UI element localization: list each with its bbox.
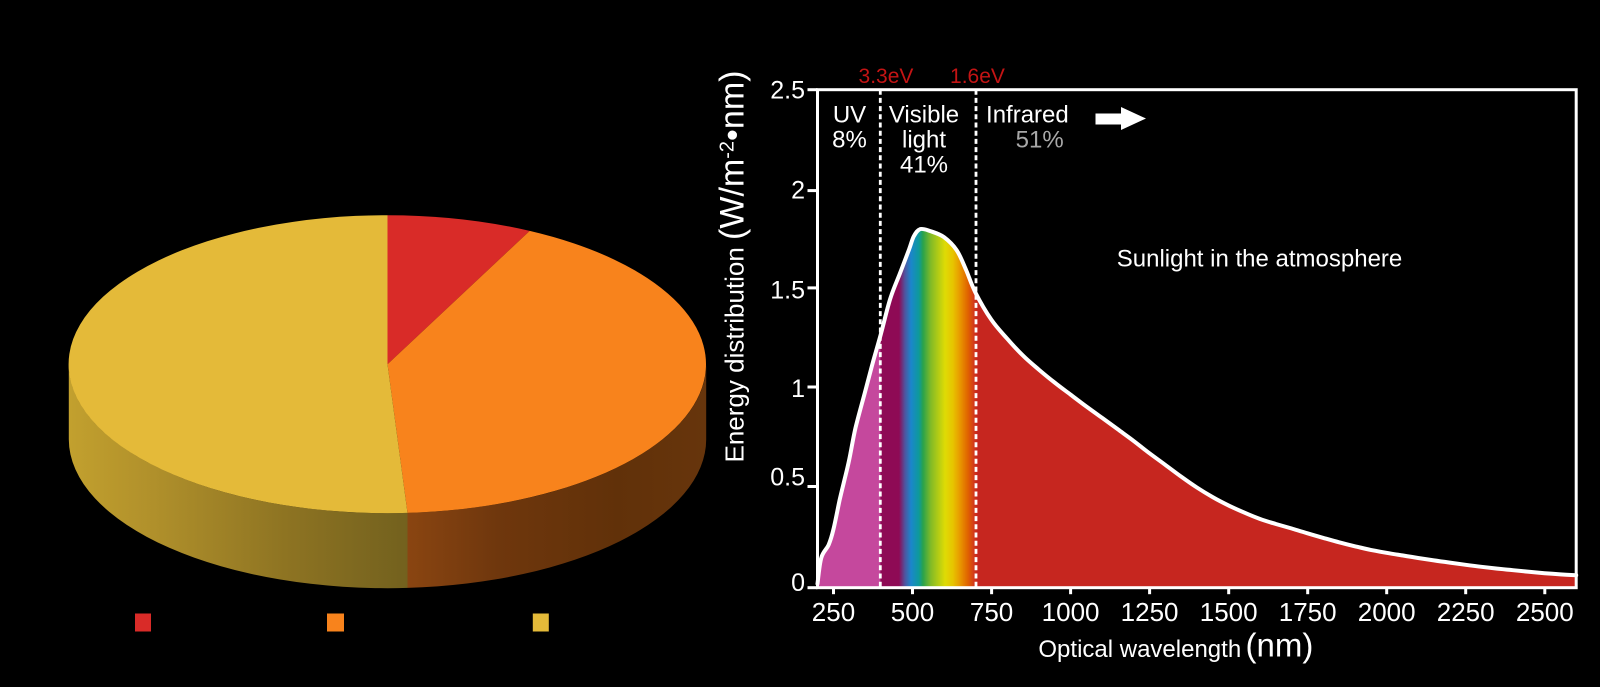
svg-text:1500: 1500 (1200, 597, 1258, 627)
svg-text:(nm): (nm) (1246, 627, 1314, 664)
svg-text:1750: 1750 (1279, 597, 1337, 627)
svg-text:Sunlight in the atmosphere: Sunlight in the atmosphere (1117, 246, 1403, 273)
svg-text:1000: 1000 (1042, 597, 1100, 627)
svg-text:2000: 2000 (1358, 597, 1416, 627)
svg-text:Infrared: Infrared (986, 102, 1069, 129)
svg-text:41%: 41% (900, 152, 948, 179)
svg-text:1: 1 (791, 375, 805, 403)
svg-text:2500: 2500 (1516, 597, 1574, 627)
svg-text:0.5: 0.5 (770, 464, 805, 492)
svg-text:0: 0 (791, 569, 805, 597)
svg-text:1250: 1250 (1121, 597, 1179, 627)
svg-text:3.3eV: 3.3eV (859, 65, 914, 88)
svg-text:1.5: 1.5 (770, 276, 805, 304)
svg-text:1.6eV: 1.6eV (950, 65, 1005, 88)
svg-text:500: 500 (891, 597, 934, 627)
svg-text:8%: 8% (832, 127, 867, 154)
svg-text:2.5: 2.5 (770, 76, 805, 104)
svg-text:Energy distribution (W/m-2•nm): Energy distribution (W/m-2•nm) (714, 70, 752, 462)
svg-text:750: 750 (970, 597, 1013, 627)
svg-text:Optical wavelength: Optical wavelength (1038, 636, 1241, 663)
svg-text:2250: 2250 (1437, 597, 1495, 627)
svg-text:UV: UV (833, 102, 866, 129)
svg-text:250: 250 (812, 597, 855, 627)
svg-text:51%: 51% (1016, 127, 1064, 154)
svg-text:Visible: Visible (889, 102, 959, 129)
svg-text:light: light (902, 127, 946, 154)
svg-text:2: 2 (791, 177, 805, 205)
